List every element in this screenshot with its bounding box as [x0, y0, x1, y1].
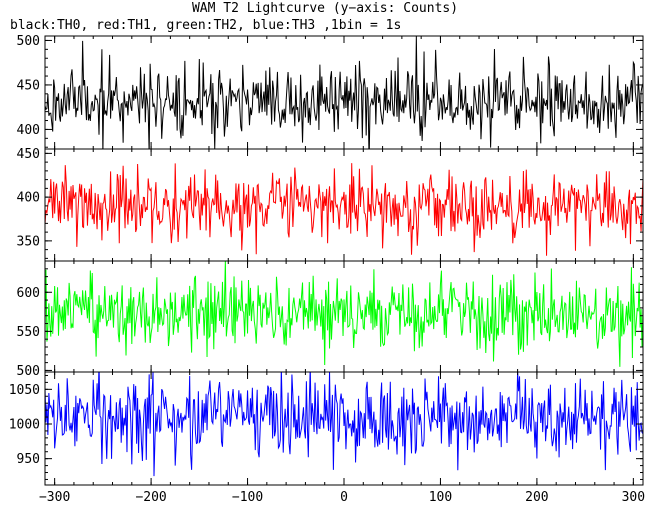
y-tick-label: 600 [17, 286, 40, 301]
panel-frame [44, 371, 644, 486]
x-tick-label: −300 [39, 490, 70, 505]
panel-th2: 500 550 600 [17, 260, 644, 379]
y-tick-label: 350 [17, 234, 40, 249]
series-line-th0 [45, 36, 643, 149]
series-line-th3 [45, 372, 643, 477]
x-tick-label: 100 [429, 490, 452, 505]
y-tick-label: 450 [17, 147, 40, 162]
y-tick-label: 400 [17, 191, 40, 206]
y-tick-label: 450 [17, 78, 40, 93]
y-tick-label: 550 [17, 325, 40, 340]
panel-th1: 350 400 450 [17, 147, 644, 262]
x-tick-label: 200 [525, 490, 548, 505]
series-line-th2 [45, 261, 643, 367]
y-tick-label: 500 [17, 364, 40, 379]
panel-th3: 950 1000 1050 [9, 371, 644, 486]
y-tick-label: 500 [17, 34, 40, 49]
y-tick-label: 950 [17, 452, 40, 467]
panel-th0: 400 450 500 [17, 34, 644, 150]
y-tick-label: 1050 [9, 383, 40, 398]
x-tick-label: 300 [622, 490, 645, 505]
chart-title: WAM T2 Lightcurve (y−axis: Counts) [191, 1, 459, 16]
x-tick-label: −100 [232, 490, 263, 505]
y-tick-label: 400 [17, 123, 40, 138]
y-tick-label: 1000 [9, 417, 40, 432]
series-line-th1 [45, 163, 643, 256]
chart-subtitle: black:TH0, red:TH1, green:TH2, blue:TH3 … [10, 18, 402, 33]
x-tick-label: −200 [135, 490, 166, 505]
x-tick-label: 0 [340, 490, 348, 505]
